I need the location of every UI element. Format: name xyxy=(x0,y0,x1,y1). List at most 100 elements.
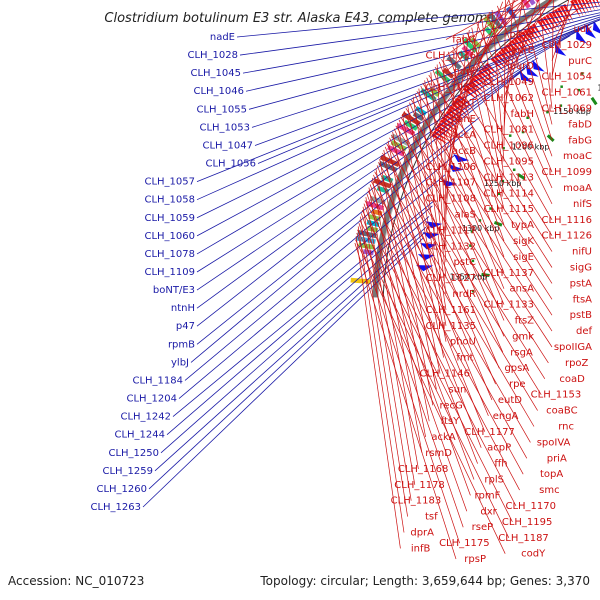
forward-gene-arrow xyxy=(502,46,518,63)
leader-line-red xyxy=(486,14,553,173)
reverse-gene-arrow xyxy=(425,221,443,229)
gene-label-forward: alaS xyxy=(455,210,476,221)
leader-line-red xyxy=(373,174,482,448)
gene-label-forward: CLH_1108 xyxy=(425,194,476,205)
gene-label-forward: def xyxy=(576,326,593,337)
reverse-gene-arrow xyxy=(554,43,567,56)
gene-label-forward: CLH_1161 xyxy=(425,305,476,316)
gene-label-reverse: CLH_1046 xyxy=(193,86,244,97)
leader-line-blue xyxy=(236,1,600,38)
leader-line-blue xyxy=(172,200,435,417)
gene-label-forward: ansA xyxy=(509,284,534,295)
gene-label-forward: panE xyxy=(451,114,476,125)
gene-label-forward: acpP xyxy=(487,443,511,454)
leader-line-red xyxy=(441,59,553,236)
gene-label-reverse: CLH_1055 xyxy=(196,104,247,115)
forward-gene-arrow xyxy=(513,37,527,54)
gc-skew-mark xyxy=(478,219,482,222)
gene-label-forward: spoIVA xyxy=(537,437,571,448)
leader-line-red xyxy=(430,72,447,263)
reverse-gene-arrow xyxy=(576,29,587,44)
leader-line-red xyxy=(503,0,539,99)
gene-label-forward: phoU xyxy=(450,337,476,348)
scale-tick xyxy=(517,173,526,180)
gene-label-reverse: CLH_1078 xyxy=(144,249,195,260)
leader-line-blue xyxy=(242,9,600,74)
gene-label-forward: CLH_1114 xyxy=(483,188,534,199)
leader-line-red xyxy=(428,74,553,268)
forward-gene-arrow xyxy=(548,12,561,31)
leader-line-red xyxy=(466,32,553,205)
gene-label-forward: CLH_1168 xyxy=(398,464,449,475)
gene-label-forward: CLH_1178 xyxy=(394,480,445,491)
reverse-gene-arrow xyxy=(525,65,539,77)
gene-label-reverse: CLH_1058 xyxy=(144,195,195,206)
cog-feature-block xyxy=(442,67,455,79)
gene-label-reverse: nadE xyxy=(210,32,235,43)
gene-label-forward: nifS xyxy=(573,199,592,210)
gene-label-forward: purF xyxy=(453,66,476,77)
gene-label-forward: CLH_1096 xyxy=(483,141,534,152)
leader-line-red xyxy=(409,102,505,321)
gc-skew-mark xyxy=(489,207,492,210)
gene-label-forward: eutD xyxy=(498,395,522,406)
leader-line-red xyxy=(551,0,592,30)
leader-line-red xyxy=(367,190,524,475)
label-leader-lines xyxy=(142,0,600,560)
gene-label-forward: CLH_1115 xyxy=(483,204,534,215)
gene-label-reverse: CLH_1053 xyxy=(199,122,250,133)
gene-label-forward: sigG xyxy=(570,263,592,274)
leader-line-red xyxy=(445,20,480,183)
gene-label-forward: sun xyxy=(449,384,467,395)
forward-gene-arrow xyxy=(473,74,490,90)
leader-line-blue xyxy=(248,14,600,110)
gene-label-forward: CLH_1106 xyxy=(425,162,476,173)
gc-skew-mark xyxy=(546,110,549,114)
scale-label: 1200 kbp xyxy=(512,142,550,151)
gene-label-forward: purD xyxy=(510,61,535,72)
gene-label-forward: ftsA xyxy=(573,294,592,305)
scale-label: 1300 kbp xyxy=(462,224,500,233)
leader-line-blue xyxy=(196,22,595,201)
leader-line-red xyxy=(365,197,416,485)
gene-label-forward: rseP xyxy=(472,522,494,533)
leader-line-red xyxy=(397,122,444,358)
gene-label-forward: CLH_1117 xyxy=(425,225,476,236)
leader-line-red xyxy=(471,27,505,194)
gene-label-forward: purC xyxy=(568,56,592,67)
leader-line-red xyxy=(445,0,531,88)
leader-line-red xyxy=(445,12,490,167)
gene-label-forward: CLH_1107 xyxy=(425,178,476,189)
gc-skew-mark xyxy=(526,116,529,120)
forward-gene-arrow xyxy=(539,17,553,36)
reverse-gene-arrow xyxy=(519,70,533,82)
leader-line-red xyxy=(402,114,447,342)
leader-line-red xyxy=(443,56,447,231)
gene-label-forward: ackA xyxy=(431,432,455,443)
leader-line-red xyxy=(551,0,570,77)
leader-line-blue xyxy=(254,18,600,146)
leader-line-blue xyxy=(190,126,474,363)
gene-label-forward: ftsZ xyxy=(515,316,534,327)
gene-label-forward: CLH_1175 xyxy=(439,538,490,549)
cog-feature-block xyxy=(390,133,410,147)
forward-gene-arrow xyxy=(562,3,574,23)
leader-line-blue xyxy=(142,237,424,508)
leader-line-red xyxy=(416,91,553,300)
gene-label-forward: codY xyxy=(521,549,546,560)
gene-label-reverse: CLH_1109 xyxy=(144,267,195,278)
gene-label-forward: CLH_1146 xyxy=(419,369,470,380)
leader-line-red xyxy=(389,137,496,385)
scale-tick xyxy=(546,134,555,142)
gene-label-forward: recG xyxy=(440,400,463,411)
leader-line-red xyxy=(422,82,553,284)
gene-label-reverse: CLH_1259 xyxy=(102,466,153,477)
map-title: Clostridium botulinum E3 str. Alaska E43… xyxy=(104,11,495,26)
leader-line-blue xyxy=(178,174,446,399)
cog-feature-block xyxy=(350,277,371,284)
leader-line-red xyxy=(378,162,535,427)
leader-line-red xyxy=(412,96,447,310)
leader-line-red xyxy=(481,18,505,178)
